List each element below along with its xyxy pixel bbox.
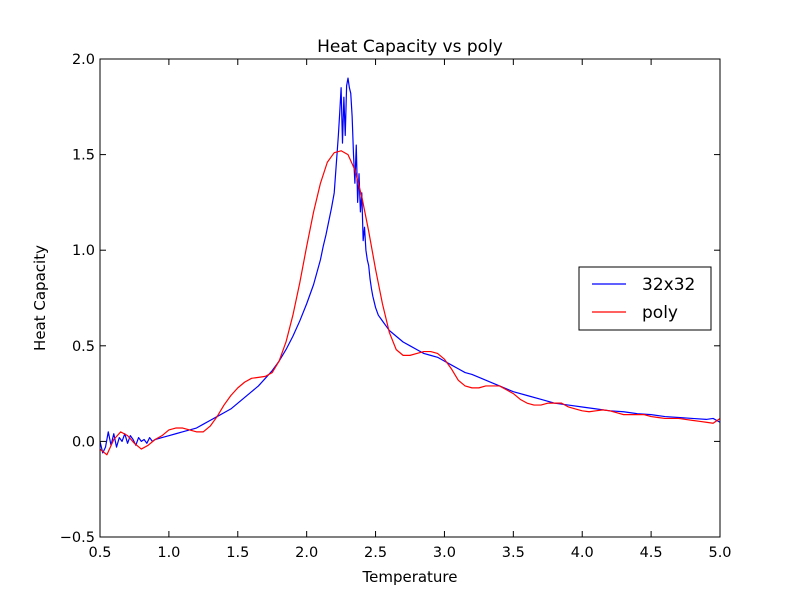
legend-label: poly	[642, 303, 678, 323]
legend-box	[578, 266, 712, 331]
x-tick-label: 1.0	[157, 545, 180, 561]
y-tick-label: 0.5	[72, 339, 95, 355]
x-tick-label: 2.0	[295, 545, 318, 561]
ticks-layer: 0.5 1.0 1.5 2.0 2.5 3.0 3.5 4.0 4.5 5.0 −0.5 0.0 0.5…	[60, 52, 732, 561]
y-tick-label: −0.5	[60, 530, 95, 546]
y-axis-label: Heat Capacity	[31, 245, 49, 351]
series-line-poly	[100, 150, 720, 456]
series-line-32x32	[100, 77, 720, 454]
x-tick-label: 4.0	[571, 545, 594, 561]
x-axis-label: Temperature	[361, 568, 457, 586]
x-tick-label: 5.0	[708, 545, 731, 561]
legend: 32x32 poly	[578, 266, 712, 331]
x-tick-label: 1.5	[226, 545, 249, 561]
x-tick-label: 4.5	[640, 545, 663, 561]
y-tick-label: 1.0	[72, 243, 95, 259]
legend-label: 32x32	[642, 275, 695, 295]
series-layer	[100, 77, 720, 456]
chart-title: Heat Capacity vs poly	[317, 37, 503, 57]
y-tick-label: 1.5	[72, 148, 95, 164]
y-tick-label: 2.0	[72, 52, 95, 68]
x-tick-label: 0.5	[88, 545, 111, 561]
x-tick-label: 3.5	[502, 545, 525, 561]
x-tick-label: 2.5	[364, 545, 387, 561]
plot-frame	[99, 58, 721, 538]
y-tick-label: 0.0	[72, 434, 95, 450]
x-tick-label: 3.0	[433, 545, 456, 561]
